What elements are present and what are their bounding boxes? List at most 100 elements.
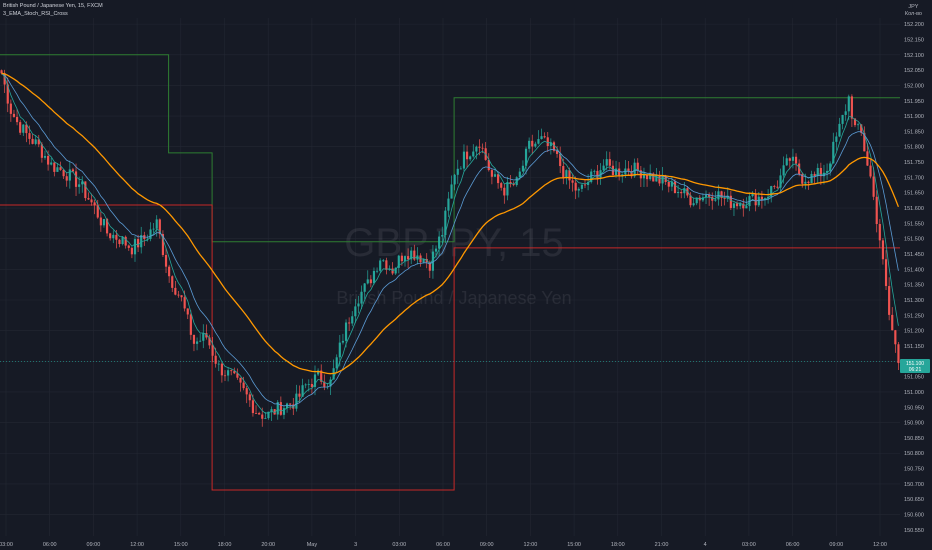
- candle-body: [56, 167, 59, 172]
- price-tick-label: 151.050: [904, 375, 924, 381]
- candle-body: [403, 256, 407, 262]
- candle-body: [596, 170, 599, 179]
- candle-body: [28, 133, 31, 139]
- candle-body: [105, 218, 109, 234]
- candle-body: [537, 139, 540, 144]
- price-tick-label: 150.550: [904, 528, 924, 534]
- candle-body: [816, 167, 819, 177]
- candle-body: [276, 402, 279, 415]
- candle-body: [375, 270, 379, 272]
- candle-body: [857, 124, 860, 126]
- candle-body: [301, 385, 304, 397]
- candle-body: [295, 393, 298, 409]
- candle-body: [208, 337, 211, 346]
- price-tick-label: 150.700: [904, 482, 924, 488]
- candle-body: [465, 151, 469, 160]
- time-tick-label: 21:00: [655, 542, 669, 548]
- candle-body: [118, 239, 121, 244]
- candle-body: [447, 198, 450, 211]
- candle-body: [524, 148, 528, 166]
- candle-body: [549, 142, 552, 147]
- price-tick-label: 151.550: [904, 221, 924, 227]
- candle-body: [735, 203, 739, 207]
- price-tick-label: 150.900: [904, 421, 924, 427]
- candle-body: [264, 418, 267, 419]
- current-price-label: 151.100 06:21: [900, 359, 930, 373]
- candle-body: [254, 413, 258, 414]
- time-tick-label: 06:00: [786, 542, 800, 548]
- candle-body: [195, 341, 199, 344]
- candle-body: [329, 379, 332, 387]
- candle-body: [798, 163, 801, 175]
- candle-body: [261, 414, 264, 419]
- time-tick-label: 09:00: [480, 542, 494, 548]
- candle-body: [348, 322, 351, 324]
- candle-body: [481, 147, 484, 149]
- candle-body: [888, 286, 891, 315]
- candle-body: [109, 233, 112, 239]
- price-tick-label: 150.800: [904, 451, 924, 457]
- candle-body: [779, 175, 782, 188]
- candle-body: [605, 159, 608, 166]
- candle-body: [680, 192, 683, 194]
- candle-body: [47, 155, 50, 165]
- candle-body: [161, 234, 165, 255]
- price-tick-label: 151.500: [904, 237, 924, 243]
- candle-body: [71, 169, 75, 172]
- price-tick-label: 151.850: [904, 129, 924, 135]
- candle-body: [711, 196, 714, 201]
- candle-body: [807, 181, 810, 183]
- candle-body: [3, 73, 6, 85]
- indicator-title[interactable]: 3_EMA_Stoch_RSI_Cross: [3, 11, 68, 17]
- candle-body: [785, 158, 788, 166]
- candle-body: [773, 186, 776, 187]
- candle-body: [180, 295, 183, 298]
- candle-body: [158, 219, 161, 235]
- time-tick-label: 12:00: [873, 542, 887, 548]
- candle-body: [438, 236, 441, 249]
- candle-body: [692, 203, 695, 206]
- candle-body: [74, 171, 78, 187]
- candle-body: [357, 303, 360, 307]
- candle-body: [25, 124, 28, 134]
- ema-lines: [1, 72, 900, 414]
- candle-body: [729, 195, 732, 208]
- candle-body: [614, 168, 618, 176]
- candle-body: [760, 196, 763, 200]
- candle-body: [478, 146, 481, 148]
- candle-body: [81, 181, 84, 185]
- candle-body: [137, 239, 140, 248]
- candle-body: [40, 144, 43, 158]
- candle-body: [540, 136, 543, 140]
- candle-body: [829, 163, 832, 171]
- candle-body: [320, 370, 323, 382]
- candle-body: [462, 151, 466, 169]
- time-tick-label: 06:00: [43, 542, 57, 548]
- candle-body: [199, 340, 202, 342]
- candle-body: [127, 245, 130, 248]
- candle-body: [192, 334, 196, 344]
- candle-body: [590, 171, 593, 183]
- price-tick-label: 151.800: [904, 145, 924, 151]
- candle-body: [93, 202, 96, 206]
- candle-body: [559, 153, 562, 167]
- candle-body: [360, 291, 363, 304]
- candle-body: [223, 375, 227, 377]
- candle-body: [739, 203, 742, 207]
- candle-body: [884, 259, 888, 287]
- candle-body: [472, 151, 475, 157]
- price-tick-label: 150.600: [904, 513, 924, 519]
- candle-body: [894, 330, 897, 345]
- candle-body: [292, 404, 295, 409]
- candle-body: [546, 137, 549, 147]
- candle-body: [124, 236, 127, 246]
- candle-body: [515, 177, 518, 186]
- candle-body: [801, 174, 804, 184]
- candle-body: [202, 333, 205, 341]
- candle-body: [453, 174, 456, 185]
- candle-body: [534, 143, 537, 147]
- candle-body: [869, 165, 872, 177]
- time-tick-label: 3: [354, 542, 357, 548]
